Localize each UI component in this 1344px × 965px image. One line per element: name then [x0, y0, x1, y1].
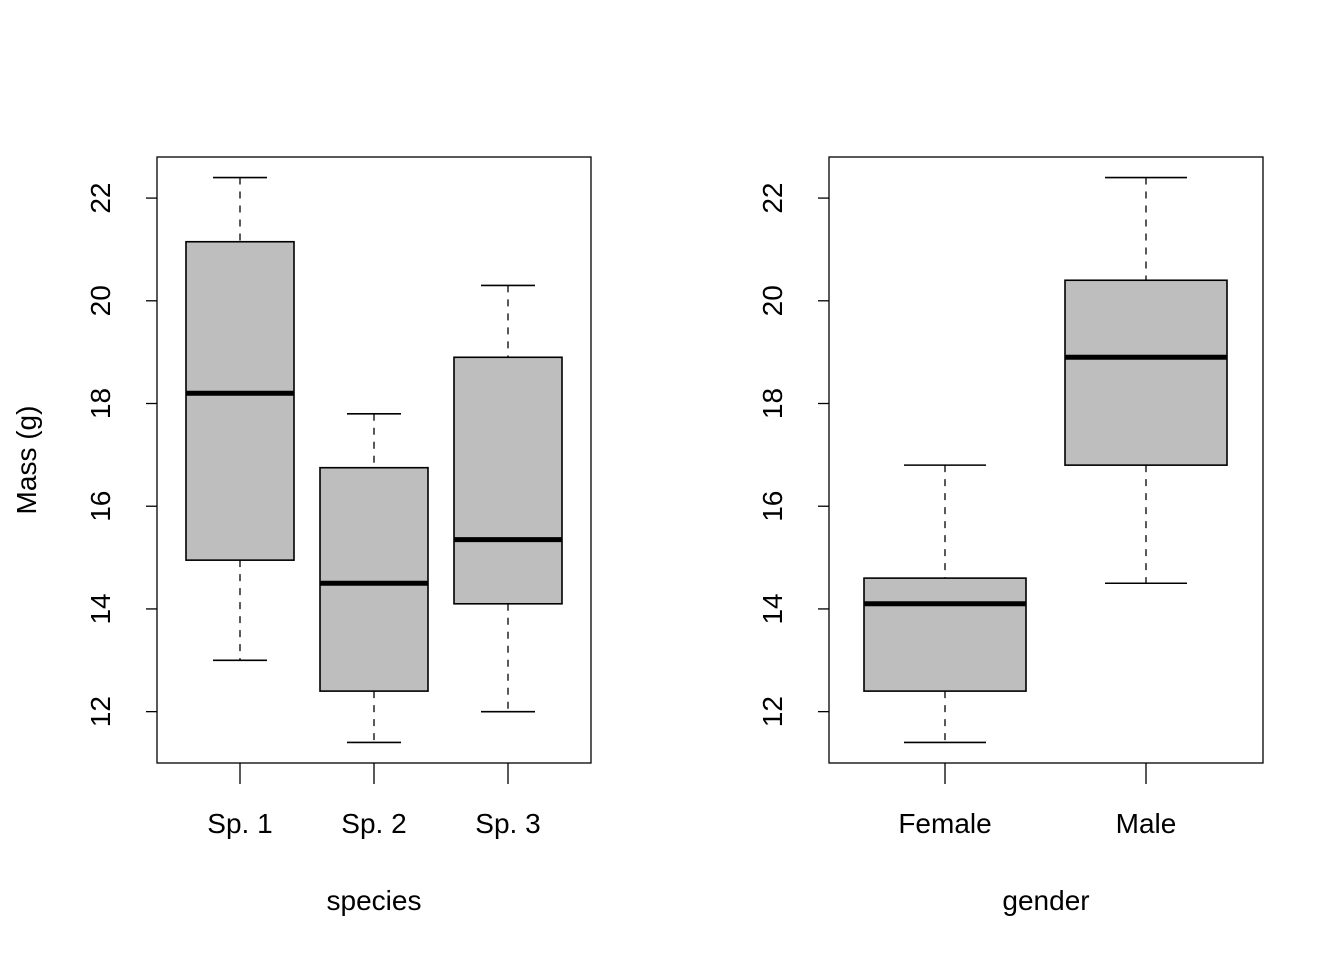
iqr-box [1064, 279, 1228, 466]
iqr-box [319, 466, 429, 692]
y-tick-label: 18 [757, 388, 788, 419]
x-axis-title: species [327, 885, 422, 916]
gender-boxplot-panel: 12 14 16 18 20 22 Female Male gender [757, 156, 1264, 916]
x-tick-label: Sp. 1 [207, 808, 272, 839]
iqr-box [185, 240, 295, 561]
y-tick-label: 12 [85, 696, 116, 727]
y-tick-label: 14 [85, 593, 116, 624]
x-tick-label: Female [898, 808, 991, 839]
y-tick-label: 20 [85, 285, 116, 316]
x-tick-label: Sp. 3 [475, 808, 540, 839]
x-tick-label: Sp. 2 [341, 808, 406, 839]
x-tick-label: Male [1116, 808, 1177, 839]
y-tick-label: 14 [757, 593, 788, 624]
y-tick-label: 12 [757, 696, 788, 727]
y-axis-title: Mass (g) [11, 406, 42, 515]
y-tick-label: 16 [757, 491, 788, 522]
boxplot-sp-3 [453, 284, 563, 713]
y-tick-label: 16 [85, 491, 116, 522]
y-tick-label: 20 [757, 285, 788, 316]
y-tick-label: 22 [757, 183, 788, 214]
iqr-box [863, 577, 1027, 692]
species-boxplot-panel: 12 14 16 18 20 22 Sp. 1 Sp. 2 Sp. 3 species Mass (… [11, 156, 592, 916]
boxplot-sp-2 [319, 412, 429, 744]
boxplot-male [1064, 176, 1228, 585]
y-tick-label: 18 [85, 388, 116, 419]
x-axis-title: gender [1002, 885, 1089, 916]
boxplot-sp-1 [185, 176, 295, 662]
plot-frame [828, 156, 1264, 764]
y-tick-label: 22 [85, 183, 116, 214]
iqr-box [453, 356, 563, 605]
boxplot-female [863, 464, 1027, 744]
